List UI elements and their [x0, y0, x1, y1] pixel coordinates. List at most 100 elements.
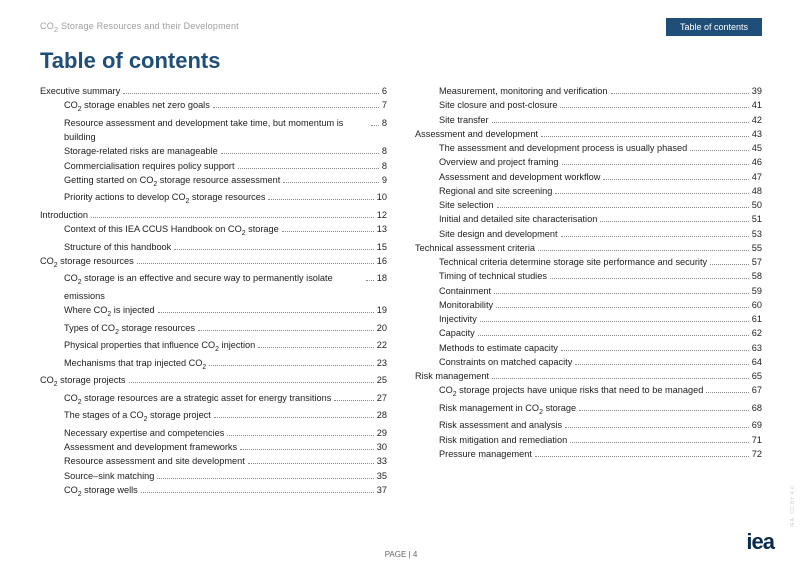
toc-leader-dots [550, 278, 749, 279]
toc-entry-text: Regional and site screening [439, 184, 552, 198]
toc-leader-dots [541, 136, 749, 137]
toc-entry-text: Monitorability [439, 298, 493, 312]
toc-leader-dots [141, 492, 374, 493]
toc-entry: CO2 storage resources are a strategic as… [40, 391, 387, 409]
toc-entry: Site transfer42 [415, 113, 762, 127]
toc-entry: Containment59 [415, 284, 762, 298]
toc-entry: Risk mitigation and remediation71 [415, 433, 762, 447]
toc-entry-page: 18 [377, 271, 387, 285]
license-note: IEA. CC BY 4.0. [790, 484, 796, 527]
toc-entry-page: 64 [752, 355, 762, 369]
toc-leader-dots [158, 312, 374, 313]
toc-entry-page: 65 [752, 369, 762, 383]
toc-entry-page: 9 [382, 173, 387, 187]
toc-leader-dots [562, 164, 749, 165]
toc-entry-page: 69 [752, 418, 762, 432]
toc-entry-page: 12 [377, 208, 387, 222]
toc-entry-text: Types of CO2 storage resources [64, 321, 195, 339]
toc-entry: Capacity62 [415, 326, 762, 340]
toc-leader-dots [494, 293, 749, 294]
toc-entry-page: 6 [382, 84, 387, 98]
toc-entry-page: 25 [377, 373, 387, 387]
toc-entry: Monitorability60 [415, 298, 762, 312]
toc-leader-dots [268, 199, 373, 200]
toc-leader-dots [579, 410, 749, 411]
toc-entry-page: 8 [382, 144, 387, 158]
toc-entry: Overview and project framing46 [415, 155, 762, 169]
toc-leader-dots [690, 150, 749, 151]
toc-entry-text: Source–sink matching [64, 469, 154, 483]
toc-entry-text: Mechanisms that trap injected CO2 [64, 356, 206, 374]
toc-leader-dots [575, 364, 748, 365]
toc-entry-page: 67 [752, 383, 762, 397]
toc-entry-text: Risk mitigation and remediation [439, 433, 567, 447]
toc-leader-dots [603, 179, 748, 180]
toc-entry: Initial and detailed site characterisati… [415, 212, 762, 226]
toc-entry-text: Assessment and development workflow [439, 170, 600, 184]
toc-entry-page: 8 [382, 116, 387, 130]
toc-column-left: Executive summary6CO2 storage enables ne… [40, 84, 387, 500]
toc-entry: Introduction12 [40, 208, 387, 222]
toc-leader-dots [248, 463, 374, 464]
toc-leader-dots [492, 378, 749, 379]
toc-entry-text: Overview and project framing [439, 155, 559, 169]
document-title: CO2 Storage Resources and their Developm… [40, 21, 239, 34]
toc-entry-text: Methods to estimate capacity [439, 341, 558, 355]
toc-leader-dots [600, 221, 748, 222]
toc-entry: CO2 storage resources 16 [40, 254, 387, 272]
toc-entry-page: 61 [752, 312, 762, 326]
toc-entry-text: Constraints on matched capacity [439, 355, 572, 369]
toc-entry: Getting started on CO2 storage resource … [40, 173, 387, 191]
toc-entry-page: 16 [377, 254, 387, 268]
toc-entry-page: 10 [377, 190, 387, 204]
toc-entry-text: Where CO2 is injected [64, 303, 155, 321]
toc-entry-text: Necessary expertise and competencies [64, 426, 224, 440]
toc-leader-dots [91, 217, 374, 218]
toc-entry: CO2 storage is an effective and secure w… [40, 271, 387, 303]
toc-entry-text: Assessment and development frameworks [64, 440, 237, 454]
toc-entry: Structure of this handbook 15 [40, 240, 387, 254]
toc-entry-text: Structure of this handbook [64, 240, 171, 254]
toc-entry-text: Pressure management [439, 447, 532, 461]
toc-entry-text: CO2 storage resources are a strategic as… [64, 391, 331, 409]
toc-entry: Methods to estimate capacity63 [415, 341, 762, 355]
toc-leader-dots [174, 249, 374, 250]
toc-entry-page: 58 [752, 269, 762, 283]
toc-entry-page: 45 [752, 141, 762, 155]
top-bar: CO2 Storage Resources and their Developm… [40, 18, 762, 36]
toc-leader-dots [535, 456, 749, 457]
toc-entry-page: 27 [377, 391, 387, 405]
toc-leader-dots [611, 93, 749, 94]
toc-entry: Assessment and development frameworks30 [40, 440, 387, 454]
toc-entry-text: CO2 storage wells [64, 483, 138, 501]
toc-entry-page: 50 [752, 198, 762, 212]
toc-entry: Technical assessment criteria55 [415, 241, 762, 255]
toc-leader-dots [137, 263, 374, 264]
toc-leader-dots [258, 347, 374, 348]
toc-entry-text: Technical criteria determine storage sit… [439, 255, 707, 269]
toc-leader-dots [371, 125, 379, 126]
toc-entry-page: 15 [377, 240, 387, 254]
toc-entry-text: CO2 storage resources [40, 254, 134, 272]
toc-entry-text: Resource assessment and development take… [64, 116, 368, 145]
toc-entry-text: Site selection [439, 198, 494, 212]
toc-entry: Resource assessment and site development… [40, 454, 387, 468]
toc-leader-dots [710, 264, 749, 265]
toc-entry-text: Risk management in CO2 storage [439, 401, 576, 419]
toc-entry: Where CO2 is injected19 [40, 303, 387, 321]
toc-entry: Risk management in CO2 storage68 [415, 401, 762, 419]
page-container: CO2 Storage Resources and their Developm… [0, 0, 802, 567]
toc-entry: CO2 storage projects have unique risks t… [415, 383, 762, 401]
toc-entry-page: 29 [377, 426, 387, 440]
toc-entry-page: 62 [752, 326, 762, 340]
toc-entry-text: CO2 storage projects [40, 373, 126, 391]
toc-leader-dots [496, 307, 749, 308]
toc-entry: Risk assessment and analysis69 [415, 418, 762, 432]
toc-entry-text: Assessment and development [415, 127, 538, 141]
toc-entry: The assessment and development process i… [415, 141, 762, 155]
toc-entry: Injectivity61 [415, 312, 762, 326]
toc-entry-page: 37 [377, 483, 387, 497]
toc-leader-dots [221, 153, 379, 154]
toc-entry: Site closure and post-closure41 [415, 98, 762, 112]
toc-leader-dots [238, 168, 379, 169]
